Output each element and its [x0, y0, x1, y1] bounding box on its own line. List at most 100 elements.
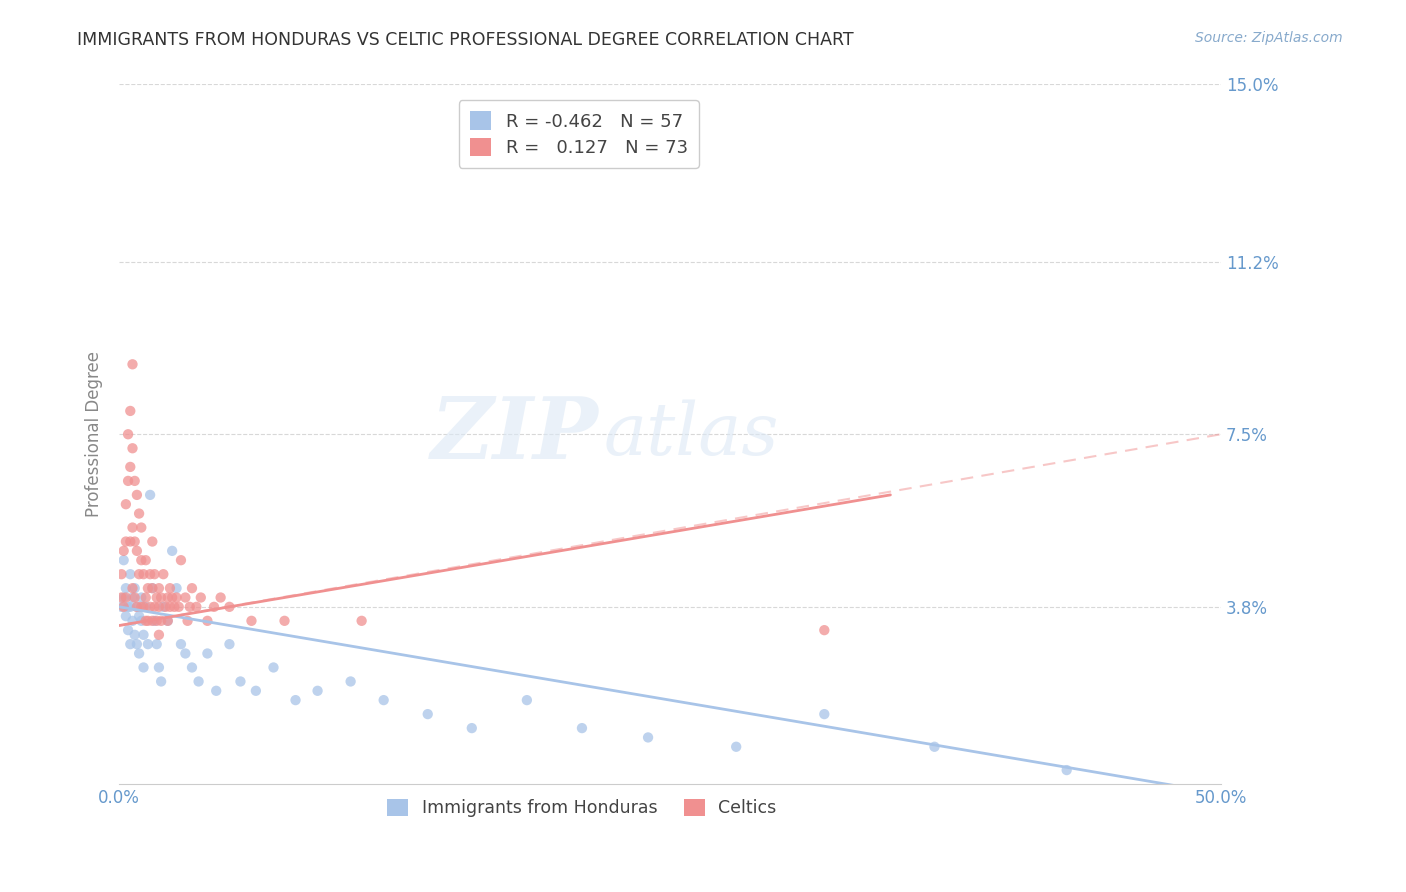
Point: [150, 591, 173, 605]
Point: [120, 637, 142, 651]
Point: [145, 591, 167, 605]
Point: [637, 731, 659, 745]
Point: [132, 599, 155, 614]
Point: [124, 534, 146, 549]
Point: [117, 599, 139, 614]
Point: [516, 693, 538, 707]
Point: [141, 581, 163, 595]
Point: [128, 609, 150, 624]
Point: [124, 474, 146, 488]
Point: [110, 567, 132, 582]
Point: [141, 614, 163, 628]
Point: [117, 623, 139, 637]
Point: [416, 707, 439, 722]
Point: [125, 599, 148, 614]
Point: [139, 599, 162, 614]
Point: [924, 739, 946, 754]
Point: [197, 614, 219, 628]
Point: [120, 404, 142, 418]
Point: [170, 553, 193, 567]
Point: [139, 567, 162, 582]
Point: [166, 581, 188, 595]
Point: [725, 739, 748, 754]
Point: [110, 591, 132, 605]
Point: [131, 520, 153, 534]
Text: IMMIGRANTS FROM HONDURAS VS CELTIC PROFESSIONAL DEGREE CORRELATION CHART: IMMIGRANTS FROM HONDURAS VS CELTIC PROFE…: [77, 31, 853, 49]
Point: [1056, 763, 1078, 777]
Point: [135, 591, 157, 605]
Point: [190, 591, 212, 605]
Point: [179, 599, 201, 614]
Point: [150, 674, 173, 689]
Point: [163, 599, 186, 614]
Point: [115, 609, 138, 624]
Point: [121, 581, 143, 595]
Point: [229, 674, 252, 689]
Point: [112, 544, 135, 558]
Point: [117, 427, 139, 442]
Text: ZIP: ZIP: [430, 392, 599, 476]
Point: [186, 599, 208, 614]
Point: [202, 599, 225, 614]
Point: [128, 647, 150, 661]
Point: [121, 591, 143, 605]
Point: [132, 628, 155, 642]
Point: [121, 614, 143, 628]
Text: Source: ZipAtlas.com: Source: ZipAtlas.com: [1195, 31, 1343, 45]
Point: [121, 520, 143, 534]
Point: [115, 534, 138, 549]
Point: [112, 553, 135, 567]
Point: [124, 591, 146, 605]
Point: [240, 614, 263, 628]
Point: [218, 599, 240, 614]
Point: [181, 581, 204, 595]
Point: [132, 660, 155, 674]
Point: [156, 614, 179, 628]
Point: [120, 534, 142, 549]
Point: [148, 660, 170, 674]
Point: [125, 488, 148, 502]
Point: [160, 544, 183, 558]
Point: [170, 637, 193, 651]
Point: [125, 599, 148, 614]
Point: [156, 614, 179, 628]
Point: [121, 442, 143, 456]
Y-axis label: Professional Degree: Professional Degree: [86, 351, 103, 517]
Point: [135, 614, 157, 628]
Point: [115, 497, 138, 511]
Point: [124, 581, 146, 595]
Point: [148, 628, 170, 642]
Point: [571, 721, 593, 735]
Point: [141, 581, 163, 595]
Point: [156, 591, 179, 605]
Point: [174, 647, 197, 661]
Point: [159, 581, 181, 595]
Point: [125, 637, 148, 651]
Legend: Immigrants from Honduras, Celtics: Immigrants from Honduras, Celtics: [381, 792, 783, 824]
Point: [128, 567, 150, 582]
Point: [167, 599, 190, 614]
Point: [181, 660, 204, 674]
Point: [141, 534, 163, 549]
Point: [174, 591, 197, 605]
Point: [143, 599, 166, 614]
Point: [205, 683, 228, 698]
Point: [145, 637, 167, 651]
Point: [115, 581, 138, 595]
Point: [136, 581, 159, 595]
Point: [112, 599, 135, 614]
Point: [136, 637, 159, 651]
Text: atlas: atlas: [605, 399, 779, 469]
Point: [121, 357, 143, 371]
Point: [461, 721, 484, 735]
Point: [131, 614, 153, 628]
Point: [350, 614, 373, 628]
Point: [143, 567, 166, 582]
Point: [112, 591, 135, 605]
Point: [120, 459, 142, 474]
Point: [813, 707, 835, 722]
Point: [125, 544, 148, 558]
Point: [132, 567, 155, 582]
Point: [145, 614, 167, 628]
Point: [160, 591, 183, 605]
